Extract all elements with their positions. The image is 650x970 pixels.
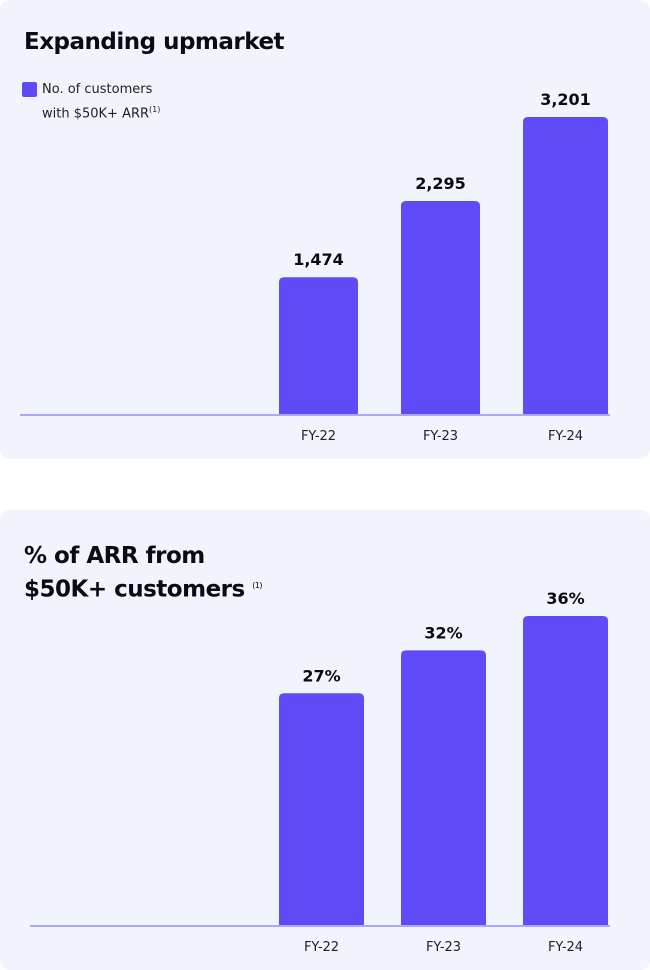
- bar-FY-22: [279, 277, 358, 414]
- data-label: 1,474: [293, 250, 344, 269]
- bar-FY-24: [523, 616, 608, 925]
- data-label: 32%: [424, 623, 462, 642]
- data-label: 3,201: [540, 90, 591, 109]
- x-tick-label: FY-24: [548, 940, 583, 955]
- bar-chart-customers: 1,474 FY-22 2,295 FY-23 3,201 FY-24: [20, 90, 610, 444]
- data-label: 27%: [302, 666, 340, 685]
- chart-panel-customers: Expanding upmarket No. of customers with…: [0, 0, 650, 459]
- chart-title: % of ARR from $50K+ customers (1): [24, 543, 263, 603]
- chart-panel-arr: % of ARR from $50K+ customers (1) 27% FY-…: [0, 510, 650, 970]
- data-label: 2,295: [415, 174, 466, 193]
- legend-swatch: [22, 82, 37, 97]
- chart-title: Expanding upmarket: [24, 29, 285, 55]
- bar-FY-23: [401, 650, 486, 925]
- legend-label: No. of customers with $50K+ ARR(1): [42, 82, 161, 122]
- x-tick-label: FY-22: [301, 429, 336, 444]
- x-tick-label: FY-22: [304, 940, 339, 955]
- bar-FY-24: [523, 117, 608, 414]
- bar-FY-23: [401, 201, 480, 414]
- legend: No. of customers with $50K+ ARR(1): [22, 80, 160, 124]
- x-tick-label: FY-23: [423, 429, 458, 444]
- x-tick-label: FY-23: [426, 940, 461, 955]
- bar-chart-arr: 27% FY-22 32% FY-23 36% FY-24: [30, 589, 610, 955]
- x-tick-label: FY-24: [548, 429, 583, 444]
- bar-FY-22: [279, 693, 364, 925]
- data-label: 36%: [546, 589, 584, 608]
